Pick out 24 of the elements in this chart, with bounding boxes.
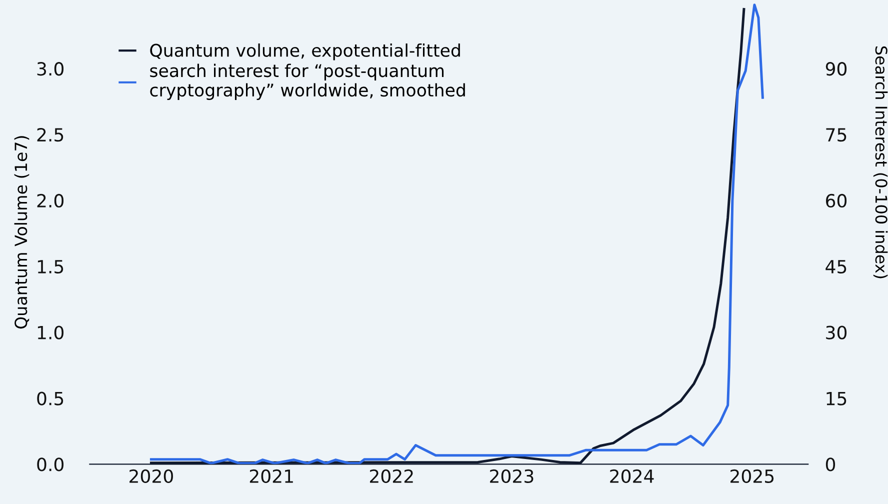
x-tick-label: 2024 [610,469,654,484]
y-tick-label: 1.5 [38,260,64,274]
y2-tick-label: 30 [826,326,847,340]
x-tick-label: 2022 [370,469,413,484]
y2-tick-label: 45 [826,260,846,274]
legend-label: search interest for “post-quantum cryptography” worldwide, smoothed [150,64,465,100]
y-axis-title: Quantum Volume (1e7) [14,136,30,329]
y2-tick-label: 15 [826,392,846,406]
y-tick-label: 1.0 [38,326,64,340]
y2-tick-label: 90 [826,62,847,76]
y2-tick-label: 0 [826,458,836,472]
x-tick-label: 2021 [250,469,293,484]
x-tick-label: 2023 [490,469,534,484]
x-tick-label: 2020 [130,469,173,484]
y-tick-label: 0.0 [37,458,64,472]
y-tick-label: 2.5 [37,128,64,142]
y-tick-label: 3.0 [37,62,64,76]
y2-tick-label: 60 [826,194,847,208]
legend-label: Quantum volume, expotential-fitted [150,43,460,60]
y2-tick-label: 75 [826,128,846,142]
y2-axis-title: Search Interest (0-100 index) [873,46,888,278]
y-tick-label: 2.0 [37,194,64,208]
x-tick-label: 2025 [730,469,774,484]
y-tick-label: 0.5 [37,392,64,406]
